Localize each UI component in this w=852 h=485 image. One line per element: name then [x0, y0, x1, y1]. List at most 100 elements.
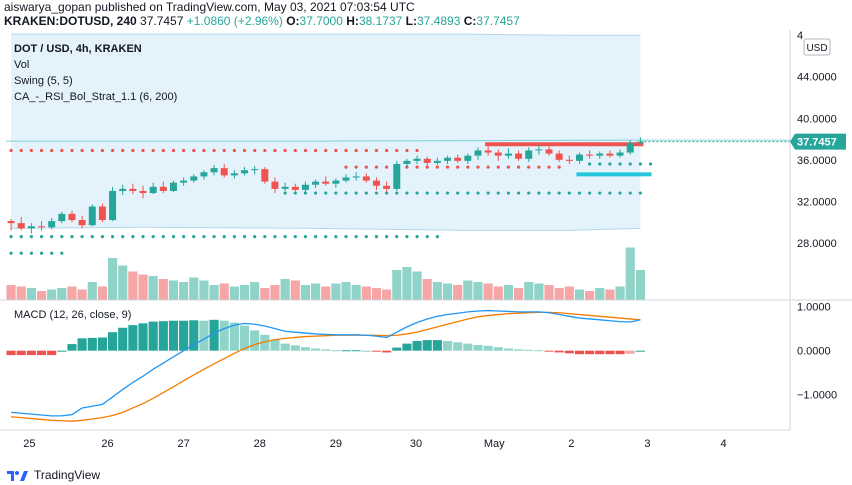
macd-histogram-bar — [36, 350, 47, 356]
swing-high-dot — [19, 148, 23, 153]
swing-low-dot — [405, 191, 409, 195]
volume-bar — [382, 289, 392, 300]
swing-low-dot — [354, 191, 358, 195]
candle-body — [149, 186, 157, 194]
swing-low-dot — [385, 235, 389, 239]
macd-legend: MACD (12, 26, close, 9) — [14, 309, 131, 321]
swing-low-dot — [60, 235, 64, 239]
candle-body — [454, 157, 462, 161]
last-price-label: 37.7457 — [790, 133, 846, 150]
swing-high-dot — [253, 148, 257, 153]
time-tick-label: 3 — [644, 438, 650, 450]
swing-low-dot — [253, 235, 257, 239]
swing-legend: Swing (5, 5) — [14, 75, 73, 87]
candle-body — [27, 226, 35, 229]
candle-body — [484, 150, 492, 153]
swing-high-dot — [466, 165, 470, 169]
swing-low-dot — [19, 235, 23, 239]
candle-body — [301, 184, 309, 190]
swing-high-dot — [506, 165, 511, 169]
volume-bar — [585, 291, 595, 300]
swing-low-dot — [496, 191, 500, 195]
candle-body — [241, 170, 249, 174]
volume-bar — [290, 280, 300, 300]
swing-high-dot — [242, 148, 247, 153]
macd-histogram-bar — [270, 339, 280, 351]
macd-histogram-bar — [6, 350, 16, 356]
volume-bar — [16, 286, 26, 300]
swing-low-dot — [618, 191, 622, 195]
swing-low-dot — [29, 235, 33, 239]
volume-bar — [493, 286, 503, 300]
macd-histogram-bar — [26, 350, 36, 356]
time-tick-label: 29 — [330, 438, 342, 450]
macd-histogram-bar — [57, 350, 67, 352]
swing-low-dot — [232, 235, 236, 239]
macd-histogram-bar — [47, 350, 57, 356]
swing-low-dot — [364, 191, 368, 195]
macd-histogram-bar — [341, 350, 351, 352]
swing-high-dot — [415, 148, 419, 153]
price-tick-label: 28.0000 — [797, 238, 837, 250]
volume-bar — [534, 283, 544, 300]
macd-histogram-bar — [574, 350, 585, 355]
volume-bar — [270, 285, 280, 300]
time-tick-label: 26 — [101, 438, 113, 450]
swing-low-dot — [9, 251, 13, 255]
volume-bar — [341, 282, 351, 300]
volume-bar — [392, 270, 402, 300]
candle-body — [230, 173, 238, 176]
price-chart[interactable]: 28.000032.000036.000040.000044.000041.00… — [0, 30, 852, 465]
swing-low-dot — [50, 251, 54, 255]
macd-histogram-bar — [97, 337, 107, 351]
swing-high-dot — [110, 148, 115, 153]
macd-histogram-bar — [361, 350, 371, 352]
swing-high-dot — [29, 148, 33, 153]
swing-high-dot — [395, 148, 399, 153]
swing-low-dot — [9, 235, 13, 239]
price-tick-label: 44.0000 — [797, 72, 837, 84]
candle-body — [342, 177, 350, 181]
volume-bar — [6, 285, 16, 300]
volume-bar — [361, 286, 371, 300]
swing-low-dot — [344, 235, 348, 239]
swing-low-dot — [141, 235, 145, 239]
swing-high-dot — [516, 165, 521, 169]
swing-low-dot — [405, 235, 409, 239]
swing-low-dot — [293, 235, 297, 239]
volume-bar — [26, 288, 36, 300]
candle-body — [88, 206, 96, 226]
swing-high-dot — [374, 148, 379, 153]
candle-body — [58, 213, 66, 222]
volume-bar — [108, 258, 118, 300]
macd-histogram-bar — [534, 350, 544, 352]
swing-low-dot — [506, 191, 511, 195]
bollinger-lower — [11, 226, 641, 231]
candle-body — [17, 223, 25, 229]
swing-high-dot — [435, 165, 439, 169]
price-tick-label: 40.0000 — [797, 113, 837, 125]
publish-line: aiswarya_gopan published on TradingView.… — [4, 0, 415, 14]
macd-histogram-bar — [108, 332, 118, 351]
swing-low-dot — [303, 235, 308, 239]
swing-high-dot — [425, 165, 429, 169]
tradingview-brand[interactable]: TradingView — [6, 466, 100, 484]
swing-low-dot — [648, 162, 653, 166]
open-value: 37.7000 — [299, 14, 343, 28]
bollinger-middle — [6, 139, 790, 142]
macd-histogram-bar — [453, 342, 463, 351]
macd-histogram-bar — [412, 340, 422, 351]
swing-high-dot — [70, 148, 74, 153]
macd-histogram-bar — [371, 350, 382, 352]
volume-bar — [168, 280, 179, 300]
swing-low-dot — [628, 191, 632, 195]
macd-histogram-bar — [514, 349, 524, 351]
swing-high-dot — [202, 148, 206, 153]
swing-low-dot — [39, 235, 44, 239]
macd-histogram-bar — [77, 338, 87, 351]
close-label: C: — [463, 14, 477, 28]
currency-badge[interactable]: USD — [803, 38, 831, 56]
swing-high-dot — [273, 148, 277, 153]
time-tick-label: 4 — [721, 438, 727, 450]
macd-histogram-bar — [321, 349, 331, 351]
